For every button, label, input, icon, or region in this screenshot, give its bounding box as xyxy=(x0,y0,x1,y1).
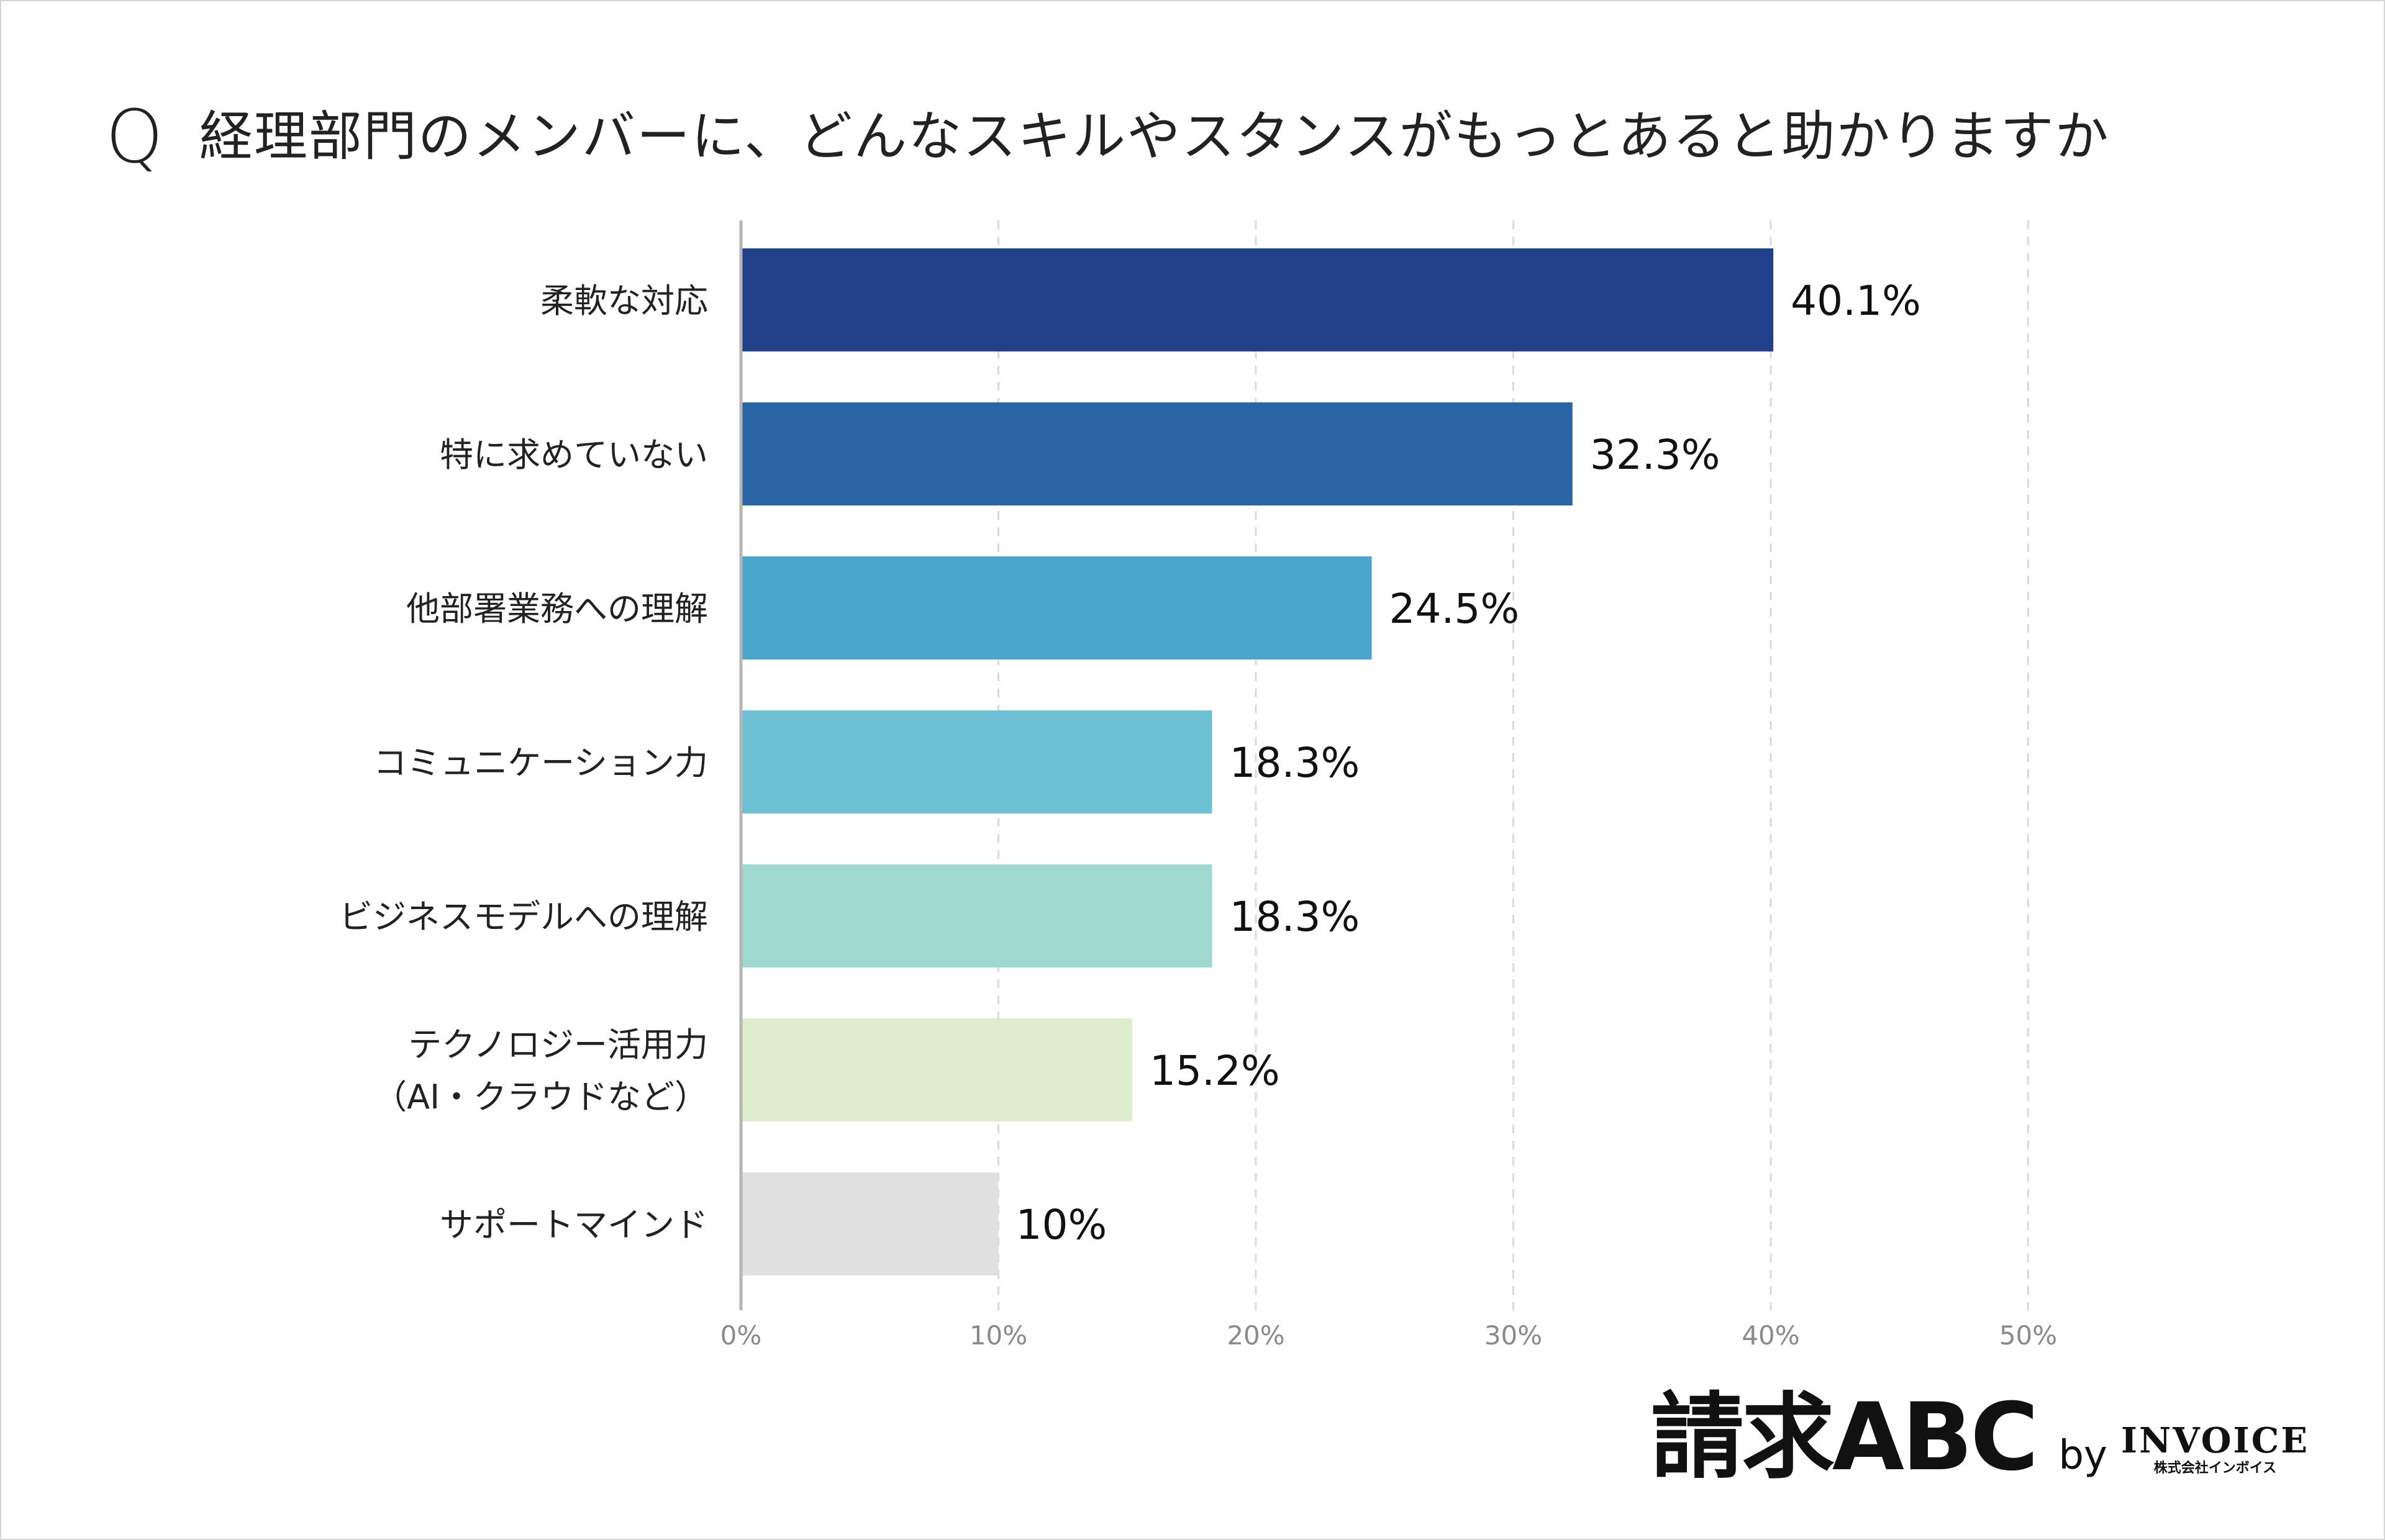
logo-main-text: 請求ABC xyxy=(1650,1384,2039,1492)
category-label: 他部署業務への理解 xyxy=(406,589,708,628)
logo-company-text: 株式会社インボイス xyxy=(2153,1461,2277,1476)
bar-5 xyxy=(741,864,1212,967)
logo-invoice-text: INVOICE xyxy=(2120,1420,2309,1461)
question-title: Q 経理部門のメンバーに、どんなスキルやスタンスがもっとあると助かりますか xyxy=(106,93,2110,180)
x-tick-label: 20% xyxy=(1227,1320,1284,1351)
category-label: コミュニケーション力 xyxy=(373,743,708,782)
value-label: 24.5% xyxy=(1389,585,1520,633)
x-tick-label: 10% xyxy=(970,1320,1027,1351)
logo-invoice-block: INVOICE 株式会社インボイス xyxy=(2121,1423,2309,1475)
bar-chart: 0% 10% 20% 30% 40% 50% 40.1% 柔軟な対応 32.3% 特に求めていない… xyxy=(339,220,2057,1351)
value-label: 10% xyxy=(1016,1201,1107,1249)
bar-2 xyxy=(741,402,1573,505)
question-mark: Q xyxy=(106,94,163,179)
category-label: （AI・クラウドなど） xyxy=(373,1077,708,1116)
x-tick-label: 50% xyxy=(1999,1320,2057,1351)
labels: 0% 10% 20% 30% 40% 50% 40.1% 柔軟な対応 32.3% 特に求めていない… xyxy=(339,277,2057,1351)
bars xyxy=(741,248,1774,1275)
brand-logo: 請求ABC by INVOICE 株式会社インボイス xyxy=(1651,1391,2309,1484)
value-label: 40.1% xyxy=(1791,277,1921,325)
value-label: 32.3% xyxy=(1590,431,1720,479)
category-label: 特に求めていない xyxy=(440,435,708,474)
grid-lines xyxy=(997,220,2029,1310)
bar-6 xyxy=(741,1018,1133,1121)
category-label: サポートマインド xyxy=(440,1205,708,1244)
logo-by-text: by xyxy=(2058,1433,2107,1479)
question-text: 経理部門のメンバーに、どんなスキルやスタンスがもっとあると助かりますか xyxy=(199,106,2110,168)
bar-4 xyxy=(741,710,1212,813)
category-label: 柔軟な対応 xyxy=(540,281,708,320)
category-label: ビジネスモデルへの理解 xyxy=(339,897,708,936)
x-tick-label: 0% xyxy=(720,1320,762,1351)
x-tick-label: 30% xyxy=(1484,1320,1542,1351)
bar-3 xyxy=(741,556,1372,659)
value-label: 18.3% xyxy=(1230,893,1360,941)
bar-7 xyxy=(741,1172,999,1275)
x-tick-label: 40% xyxy=(1742,1320,1799,1351)
value-label: 18.3% xyxy=(1230,739,1360,787)
value-label: 15.2% xyxy=(1150,1047,1280,1095)
bar-1 xyxy=(741,248,1774,351)
category-label: テクノロジー活用力 xyxy=(408,1025,708,1064)
